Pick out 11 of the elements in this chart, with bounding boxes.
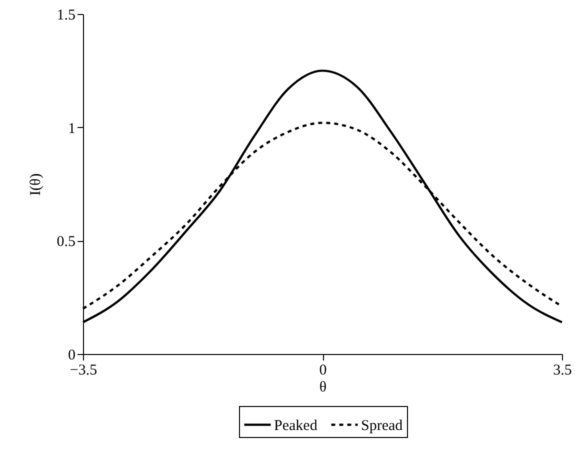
x-tick-label: 0	[319, 362, 327, 378]
y-tick-label: 0	[68, 348, 76, 364]
y-axis-title: I(θ)	[28, 173, 44, 196]
y-tick-label: 1.5	[56, 8, 76, 24]
x-axis-title: θ	[319, 380, 327, 396]
legend-label: Peaked	[274, 418, 318, 434]
y-tick-label: 1	[68, 120, 76, 137]
legend-label: Spread	[361, 418, 404, 434]
x-tick-label: −3.5	[70, 362, 98, 378]
y-tick-label: 0.5	[56, 234, 76, 250]
x-tick-label: 3.5	[553, 362, 572, 378]
